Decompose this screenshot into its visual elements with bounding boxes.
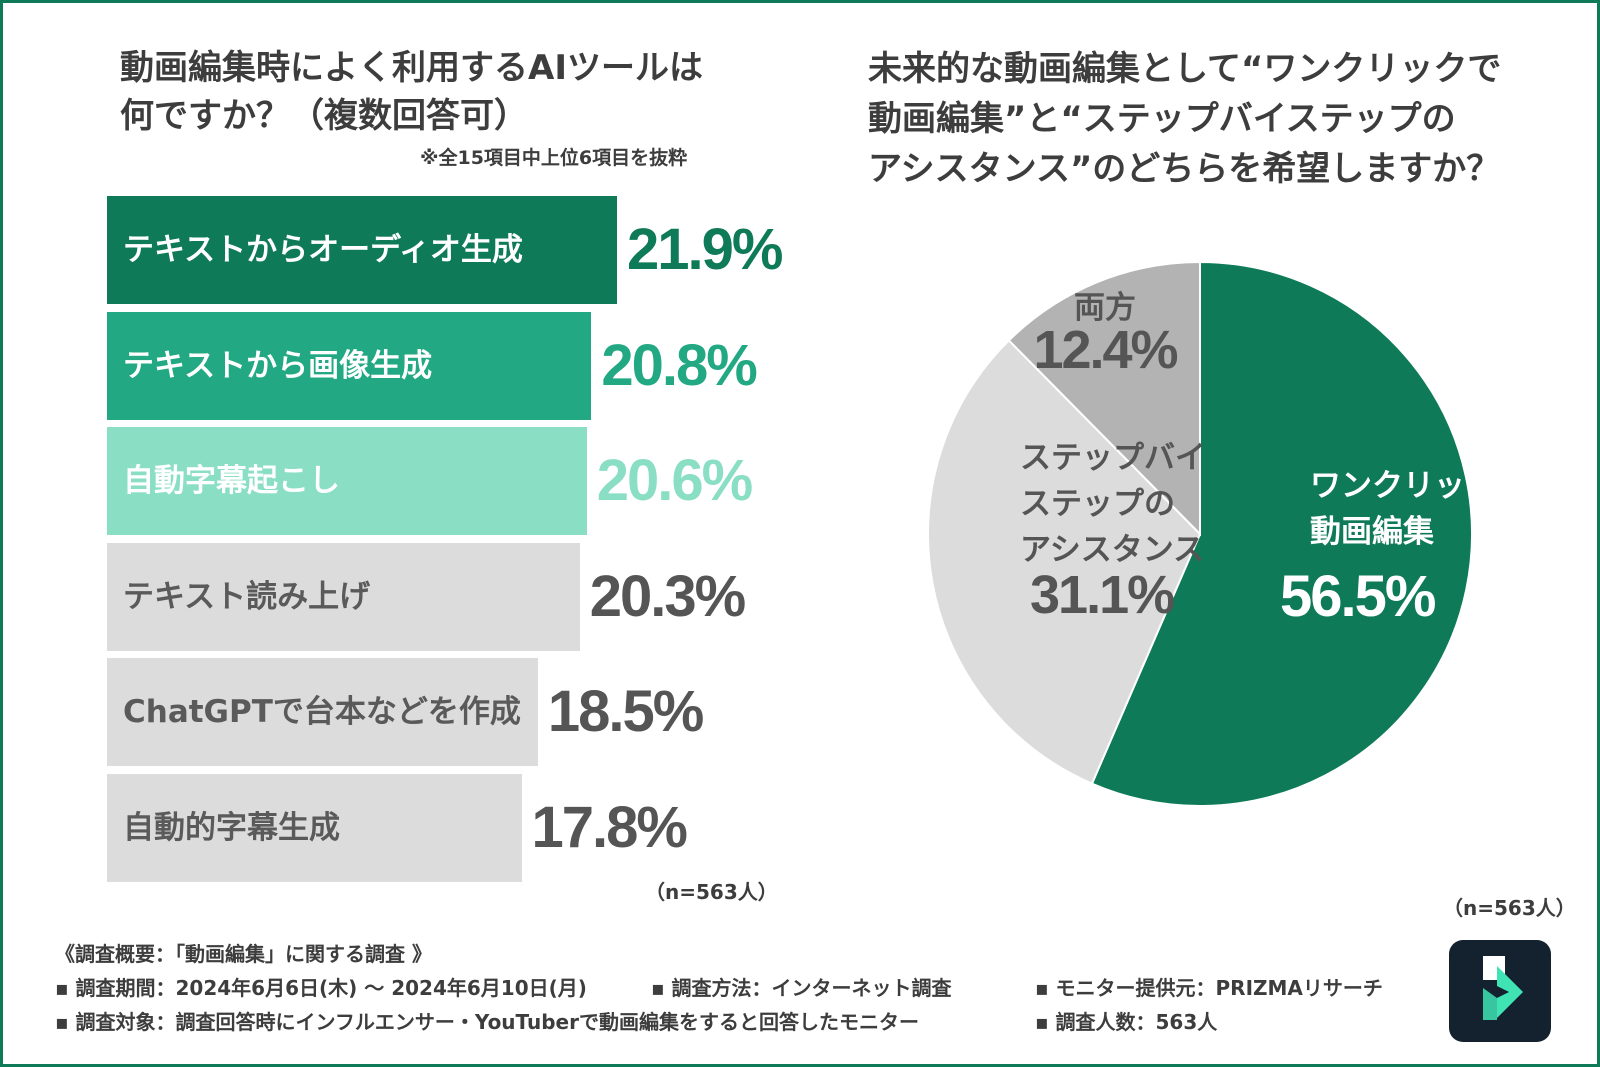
bar: テキスト読み上げ	[107, 542, 580, 651]
bar-chart-note: ※全15項目中上位6項目を抜粋	[420, 147, 688, 169]
bar: テキストから画像生成	[107, 311, 592, 420]
bar-value-label: 21.9%	[627, 217, 783, 282]
bar-chart: テキストからオーディオ生成 21.9% テキストから画像生成 20.8% 自動字幕起こし…	[0, 0, 800, 900]
filmora-logo-icon	[1449, 940, 1551, 1042]
bar: 自動字幕起こし	[107, 427, 587, 535]
survey-target: ▪ 調査対象：調査回答時にインフルエンサー・YouTuberで動画編集をすると回…	[55, 1010, 919, 1034]
bar-value-label: 18.5%	[547, 679, 704, 744]
bar-label: テキストから画像生成	[123, 347, 433, 384]
pie-chart-title-line2: 動画編集”と“ステップバイステップの	[868, 99, 1456, 139]
bar-label: ChatGPTで台本などを作成	[123, 694, 521, 730]
pie-chart-sample-size: （n=563人）	[1443, 896, 1576, 920]
pie-slice-label: 動画編集	[1310, 514, 1434, 550]
bar: テキストからオーディオ生成	[107, 196, 617, 304]
bar-label: 自動字幕起こし	[123, 463, 340, 499]
survey-count: ▪ 調査人数：563人	[1035, 1010, 1218, 1034]
bar-value-label: 20.3%	[589, 563, 746, 629]
pie-slice-label: ステップの	[1020, 486, 1175, 522]
bar: ChatGPTで台本などを作成	[107, 658, 538, 766]
bar-chart-title: 動画編集時によく利用するAIツールは 何ですか？（複数回答可）	[120, 44, 740, 140]
pie-slice-label: アシスタンス	[1020, 532, 1204, 568]
bar-label: テキストからオーディオ生成	[123, 232, 523, 268]
pie-slice-label: ステップバイ	[1020, 440, 1206, 476]
bar-label: テキスト読み上げ	[123, 578, 371, 615]
pie-slice	[1090, 260, 1473, 807]
bar-chart-title-line2: 何ですか？（複数回答可）	[120, 96, 528, 136]
bar-chart-title-line1: 動画編集時によく利用するAIツールは	[120, 48, 703, 88]
pie-slice	[1007, 260, 1201, 537]
pie-chart-title: 未来的な動画編集として“ワンクリックで 動画編集”と“ステップバイステップの ア…	[868, 44, 1568, 194]
pie-slice	[927, 339, 1202, 785]
bar-value-label: 17.8%	[531, 794, 688, 860]
bar-value-label: 20.6%	[596, 448, 753, 513]
survey-heading: 《調査概要：「動画編集」に関する調査 》	[55, 942, 432, 966]
pie-chart-title-line3: アシスタンス”のどちらを希望しますか？	[868, 149, 1501, 189]
survey-provider: ▪ モニター提供元：PRIZMAリサーチ	[1035, 976, 1383, 1000]
pie-slice-value: 56.5%	[1280, 564, 1436, 629]
bar-label: 自動的字幕生成	[123, 809, 340, 846]
pie-slice-label: 両方	[1074, 290, 1136, 326]
survey-period: ▪ 調査期間：2024年6月6日(木) 〜 2024年6月10日(月)	[55, 976, 587, 1000]
bar-value-label: 20.8%	[601, 332, 757, 398]
pie-chart-title-line1: 未来的な動画編集として“ワンクリックで	[868, 49, 1502, 89]
pie-slice-label: ワンクリックで	[1310, 468, 1500, 504]
bar-chart-sample-size: （n=563人）	[645, 880, 778, 904]
pie-slice-value: 31.1%	[1030, 565, 1174, 625]
bar: 自動的字幕生成	[107, 773, 522, 882]
survey-method: ▪ 調査方法：インターネット調査	[651, 976, 952, 1000]
pie-slice-value: 12.4%	[1033, 320, 1177, 380]
